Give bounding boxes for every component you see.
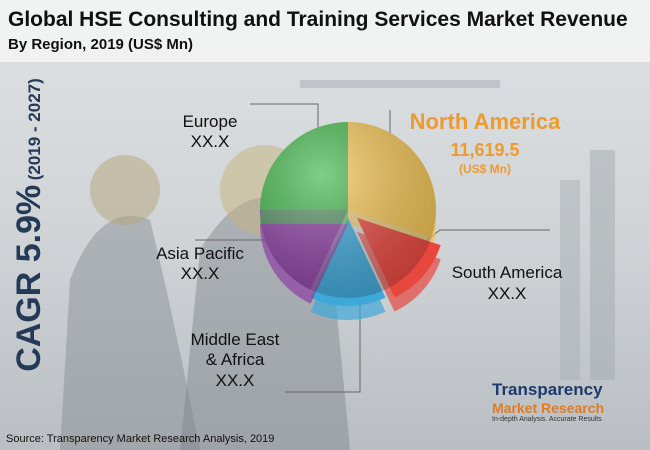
source: Source: Transparency Market Research Ana… (6, 433, 275, 445)
logo-line2: Market Research (492, 400, 605, 416)
value-label: XX.X (215, 371, 255, 390)
cagr-period: (2019 - 2027) (25, 78, 44, 181)
category-label: Middle East & Africa (190, 330, 280, 369)
value-label: XX.X (487, 284, 527, 303)
subtitle: By Region, 2019 (US$ Mn) (8, 36, 194, 53)
category-label: North America (409, 109, 561, 134)
category-label: Asia Pacific (156, 244, 244, 263)
cagr: CAGR 5.9% (2019 - 2027) (10, 25, 50, 425)
category-label: South America (451, 263, 563, 282)
title: Global HSE Consulting and Training Servi… (8, 8, 628, 31)
unit-label: (US$ Mn) (459, 162, 511, 176)
value-label: XX.X (190, 132, 230, 151)
value-label: XX.X (180, 264, 220, 283)
logo-tagline: In-depth Analysis. Accurate Results (492, 416, 602, 423)
logo: Transparency Market Research In-depth An… (492, 380, 642, 423)
cagr-value: CAGR 5.9% (10, 184, 48, 372)
slice (260, 122, 348, 210)
value-label: 11,619.5 (450, 140, 520, 160)
category-label: Europe (182, 112, 238, 131)
logo-line1: Transparency (492, 380, 603, 399)
